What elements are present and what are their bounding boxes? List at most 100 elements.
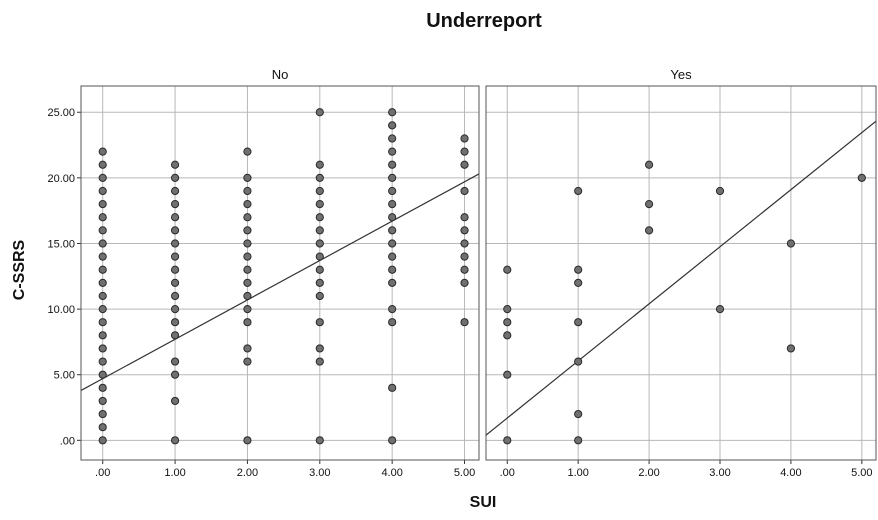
- scatter-point: [644, 200, 654, 209]
- scatter-point: [460, 239, 469, 248]
- scatter-point: [574, 357, 583, 366]
- plot-frame: [80, 85, 480, 461]
- scatter-point: [574, 278, 583, 287]
- scatter-point: [388, 436, 397, 445]
- scatter-point: [243, 344, 252, 353]
- scatter-point: [170, 186, 180, 196]
- scatter-point: [460, 278, 469, 287]
- scatter-point: [503, 304, 512, 314]
- scatter-point: [98, 160, 107, 169]
- panel-header: [486, 64, 876, 86]
- scatter-point: [315, 186, 324, 196]
- scatter-point: [315, 226, 324, 235]
- fit-line: [486, 120, 876, 436]
- scatter-point: [715, 304, 725, 314]
- scatter-point: [388, 134, 397, 143]
- scatter-point: [460, 186, 469, 196]
- y-tick-label: 25.00: [47, 107, 75, 119]
- scatter-point: [170, 278, 180, 287]
- scatter-point: [98, 265, 107, 274]
- scatter-point: [98, 173, 107, 182]
- y-tick-label: 15.00: [47, 238, 75, 250]
- scatter-point: [315, 436, 324, 445]
- x-tick-label: .00: [500, 467, 515, 479]
- scatter-point: [98, 423, 107, 432]
- scatter-point: [243, 173, 252, 182]
- x-tick-label: 5.00: [454, 467, 475, 479]
- scatter-point: [170, 173, 180, 182]
- scatter-point: [98, 291, 107, 301]
- scatter-point: [460, 226, 469, 235]
- scatter-point: [574, 318, 583, 327]
- scatter-point: [98, 318, 107, 327]
- scatter-point: [315, 278, 324, 287]
- x-tick-label: 2.00: [638, 467, 659, 479]
- y-tick-label: 10.00: [47, 304, 75, 316]
- scatter-point: [460, 147, 469, 156]
- scatter-point: [503, 265, 512, 274]
- scatter-point: [98, 396, 107, 406]
- scatter-point: [388, 108, 397, 117]
- scatter-point: [786, 344, 796, 353]
- scatter-point: [243, 200, 252, 209]
- scatter-point: [786, 239, 796, 248]
- x-tick-label: 1.00: [164, 467, 185, 479]
- scatter-point: [388, 278, 397, 287]
- scatter-point: [98, 304, 107, 314]
- scatter-point: [388, 213, 397, 222]
- scatter-point: [98, 383, 107, 392]
- scatter-point: [98, 331, 107, 340]
- y-tick-label: 20.00: [47, 173, 75, 185]
- scatter-point: [243, 318, 252, 327]
- scatter-point: [388, 200, 397, 209]
- scatter-point: [98, 409, 107, 419]
- scatter-point: [243, 278, 252, 287]
- panel-header: [81, 64, 479, 86]
- x-tick-label: .00: [95, 467, 110, 479]
- scatter-point: [98, 213, 107, 222]
- scatter-point: [574, 436, 583, 445]
- scatter-point: [315, 357, 324, 366]
- scatter-point: [98, 370, 107, 379]
- scatter-point: [243, 147, 252, 156]
- scatter-point: [98, 278, 107, 287]
- x-axis-label: SUI: [470, 494, 497, 511]
- chart-title: Underreport: [426, 10, 542, 32]
- scatter-point: [388, 160, 397, 169]
- scatter-point: [715, 186, 725, 196]
- scatter-point: [170, 160, 180, 169]
- scatter-point: [170, 331, 180, 340]
- scatter-point: [243, 436, 252, 445]
- scatter-point: [388, 121, 397, 130]
- scatter-point: [315, 200, 324, 209]
- scatter-point: [503, 436, 512, 445]
- scatter-point: [170, 318, 180, 327]
- scatter-point: [315, 108, 324, 117]
- scatter-point: [315, 291, 324, 301]
- scatter-point: [170, 226, 180, 235]
- scatter-point: [388, 173, 397, 182]
- scatter-point: [98, 147, 107, 156]
- y-tick-label: .00: [60, 435, 75, 447]
- plot-frame: [485, 85, 877, 461]
- scatter-point: [243, 291, 252, 301]
- scatter-point: [243, 213, 252, 222]
- scatter-point: [574, 265, 583, 274]
- scatter-point: [170, 291, 180, 301]
- scatter-point: [388, 383, 397, 392]
- scatter-point: [503, 331, 512, 340]
- scatter-point: [388, 186, 397, 196]
- scatter-point: [503, 318, 512, 327]
- scatter-point: [315, 265, 324, 274]
- scatter-point: [170, 252, 180, 261]
- scatter-point: [98, 357, 107, 366]
- scatter-point: [460, 160, 469, 169]
- scatter-point: [98, 252, 107, 261]
- scatter-point: [388, 304, 397, 314]
- scatter-point: [315, 239, 324, 248]
- scatter-point: [243, 265, 252, 274]
- scatter-point: [243, 252, 252, 261]
- scatter-point: [170, 265, 180, 274]
- scatter-point: [460, 134, 469, 143]
